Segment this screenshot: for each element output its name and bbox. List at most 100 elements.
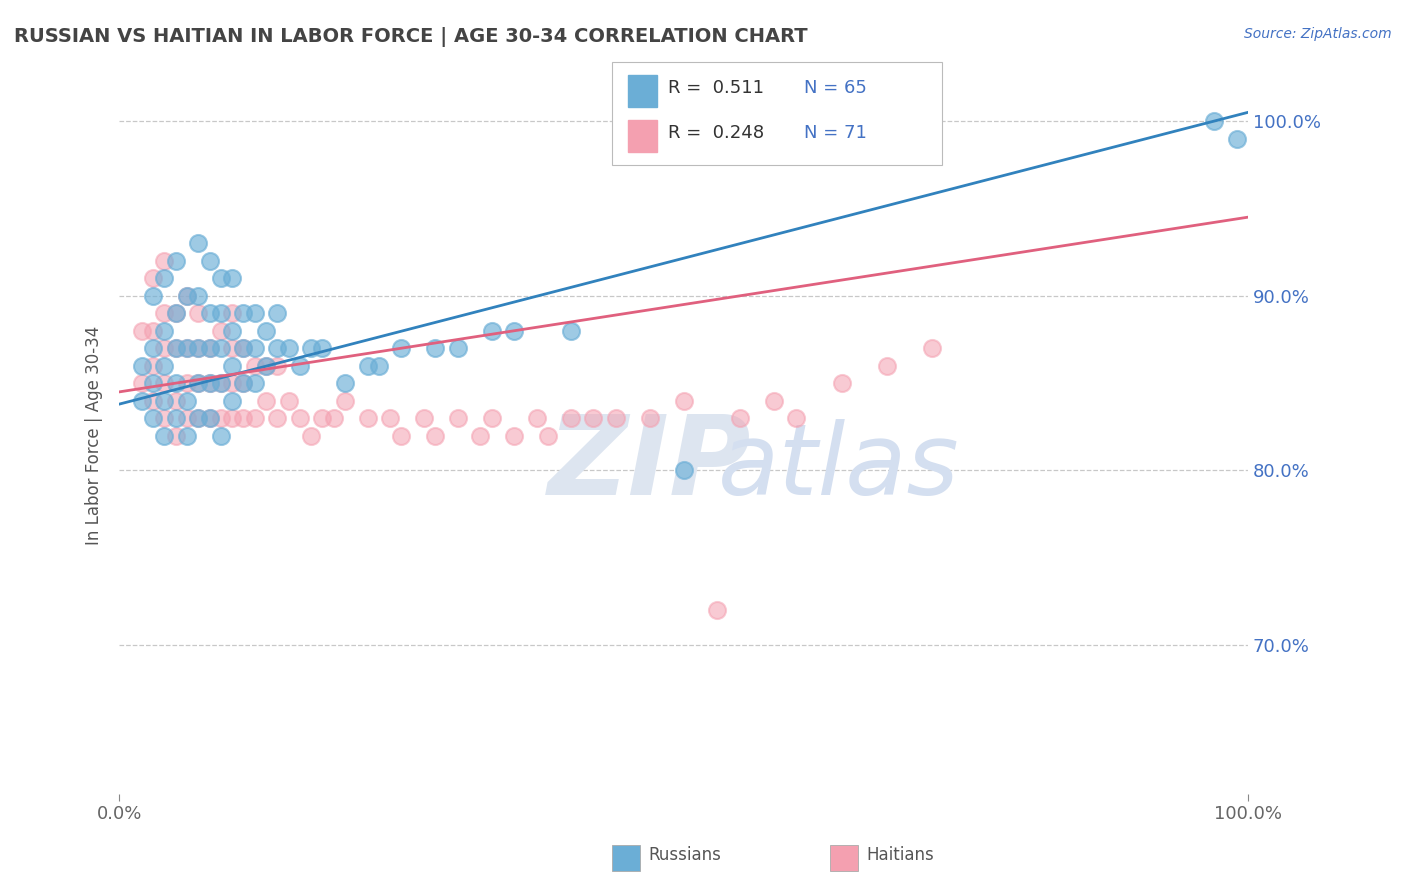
Point: [198, 253, 221, 268]
Point: [526, 411, 548, 425]
Point: [447, 341, 470, 355]
Point: [560, 324, 582, 338]
Point: [221, 359, 243, 373]
Point: [198, 306, 221, 320]
Point: [425, 428, 447, 442]
Point: [209, 324, 232, 338]
Point: [254, 393, 277, 408]
Point: [165, 341, 187, 355]
Point: [503, 428, 526, 442]
Text: Haitians: Haitians: [866, 847, 934, 864]
Point: [221, 411, 243, 425]
Text: Russians: Russians: [648, 847, 721, 864]
Point: [481, 411, 503, 425]
Point: [153, 341, 176, 355]
Point: [165, 306, 187, 320]
Point: [153, 324, 176, 338]
Point: [221, 341, 243, 355]
Point: [165, 428, 187, 442]
Point: [153, 411, 176, 425]
Point: [266, 306, 288, 320]
Point: [413, 411, 436, 425]
Point: [232, 411, 254, 425]
Point: [221, 376, 243, 391]
Point: [198, 411, 221, 425]
Point: [153, 253, 176, 268]
Point: [142, 341, 165, 355]
Point: [378, 411, 401, 425]
Point: [131, 324, 153, 338]
Point: [1202, 114, 1225, 128]
Point: [165, 306, 187, 320]
Point: [209, 306, 232, 320]
Point: [209, 411, 232, 425]
Point: [333, 393, 356, 408]
Point: [153, 306, 176, 320]
Point: [876, 359, 898, 373]
Point: [266, 411, 288, 425]
Text: atlas: atlas: [717, 419, 959, 516]
Point: [153, 428, 176, 442]
Text: R =  0.248: R = 0.248: [668, 124, 763, 142]
Point: [762, 393, 785, 408]
Point: [198, 376, 221, 391]
Point: [176, 428, 198, 442]
Point: [131, 376, 153, 391]
Point: [187, 411, 209, 425]
Point: [706, 603, 728, 617]
Point: [481, 324, 503, 338]
Point: [1225, 131, 1247, 145]
Point: [142, 324, 165, 338]
Point: [176, 289, 198, 303]
Point: [176, 411, 198, 425]
Point: [187, 341, 209, 355]
Point: [470, 428, 492, 442]
Point: [209, 271, 232, 285]
Point: [232, 376, 254, 391]
Point: [153, 393, 176, 408]
Point: [266, 359, 288, 373]
Point: [638, 411, 661, 425]
Point: [672, 463, 695, 477]
Point: [176, 289, 198, 303]
Point: [391, 428, 413, 442]
Point: [198, 376, 221, 391]
Point: [198, 411, 221, 425]
Point: [254, 324, 277, 338]
Point: [311, 341, 333, 355]
Point: [176, 393, 198, 408]
Point: [232, 376, 254, 391]
Point: [176, 341, 198, 355]
Point: [165, 393, 187, 408]
Point: [537, 428, 560, 442]
Point: [187, 341, 209, 355]
Point: [921, 341, 943, 355]
Point: [831, 376, 853, 391]
Point: [277, 341, 299, 355]
Point: [605, 411, 627, 425]
Point: [425, 341, 447, 355]
Point: [153, 271, 176, 285]
Point: [131, 393, 153, 408]
Point: [142, 393, 165, 408]
Text: RUSSIAN VS HAITIAN IN LABOR FORCE | AGE 30-34 CORRELATION CHART: RUSSIAN VS HAITIAN IN LABOR FORCE | AGE …: [14, 27, 807, 46]
Point: [165, 253, 187, 268]
Point: [728, 411, 751, 425]
Point: [187, 376, 209, 391]
Point: [221, 324, 243, 338]
Point: [142, 271, 165, 285]
Point: [356, 411, 378, 425]
Point: [176, 341, 198, 355]
Point: [672, 393, 695, 408]
Point: [142, 376, 165, 391]
Text: N = 65: N = 65: [804, 78, 868, 96]
Point: [187, 306, 209, 320]
Point: [209, 376, 232, 391]
Point: [367, 359, 389, 373]
Text: R =  0.511: R = 0.511: [668, 78, 763, 96]
Point: [232, 341, 254, 355]
Point: [221, 393, 243, 408]
Point: [299, 341, 322, 355]
Point: [447, 411, 470, 425]
Point: [187, 376, 209, 391]
